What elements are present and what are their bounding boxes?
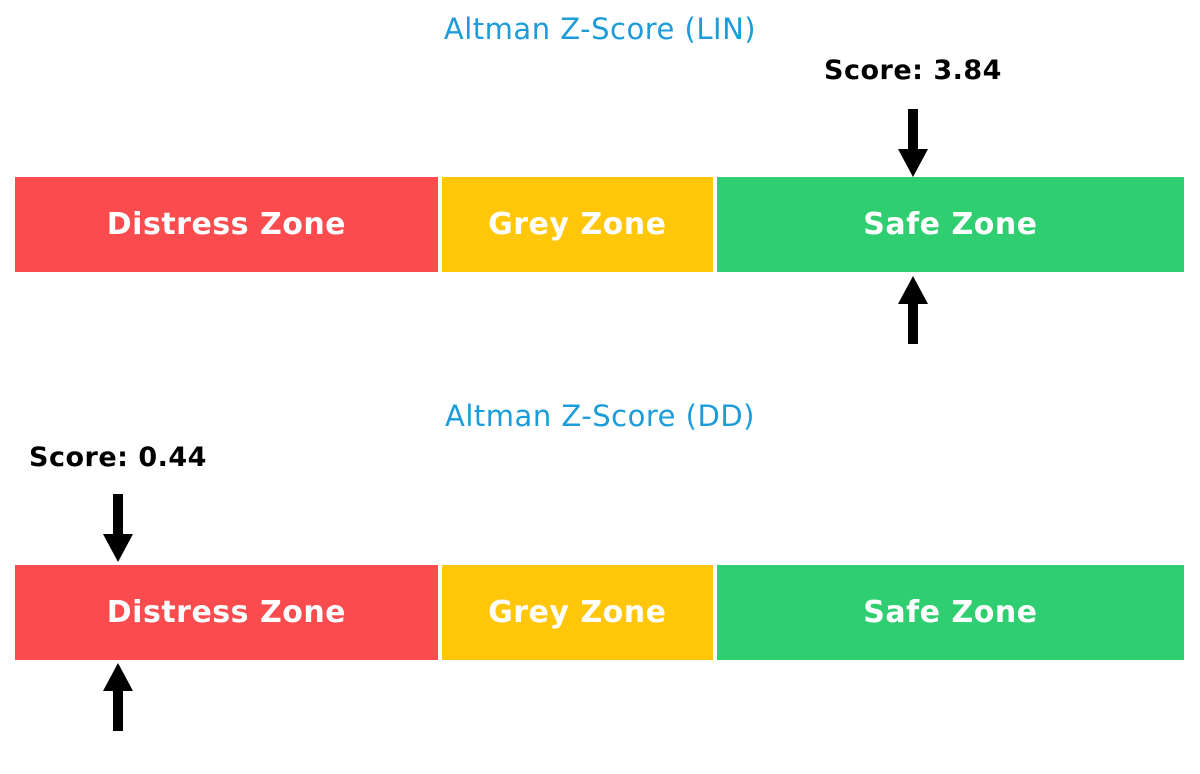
safe-zone-label: Safe Zone: [863, 207, 1038, 242]
arrow-head-up: [103, 663, 133, 691]
safe-zone-label: Safe Zone: [863, 595, 1038, 630]
arrow-head-down: [898, 149, 928, 177]
chart-dd-title: Altman Z-Score (DD): [445, 399, 755, 433]
chart-dd-grey-zone-segment: Grey Zone: [441, 565, 713, 660]
distress-zone-label: Distress Zone: [106, 207, 347, 242]
grey-zone-label: Grey Zone: [488, 595, 667, 630]
chart-lin-zone-bar: Distress Zone Grey Zone Safe Zone: [15, 177, 1184, 272]
chart-dd-score-down-arrow-icon: [103, 494, 133, 562]
arrow-stem: [113, 691, 123, 731]
chart-dd-zone-bar: Distress Zone Grey Zone Safe Zone: [15, 565, 1184, 660]
chart-lin-title: Altman Z-Score (LIN): [443, 12, 757, 46]
chart-lin-grey-zone-segment: Grey Zone: [441, 177, 713, 272]
arrow-stem: [908, 304, 918, 344]
chart-lin-safe-zone-segment: Safe Zone: [716, 177, 1184, 272]
chart-dd-safe-zone-segment: Safe Zone: [716, 565, 1184, 660]
arrow-head-up: [898, 276, 928, 304]
chart-dd-distress-zone-segment: Distress Zone: [15, 565, 438, 660]
grey-zone-label: Grey Zone: [488, 207, 667, 242]
arrow-stem: [113, 494, 123, 534]
arrow-head-down: [103, 534, 133, 562]
chart-lin-distress-zone-segment: Distress Zone: [15, 177, 438, 272]
chart-dd-score-up-arrow-icon: [103, 663, 133, 731]
chart-lin-score-up-arrow-icon: [898, 276, 928, 344]
chart-lin-score-down-arrow-icon: [898, 109, 928, 177]
distress-zone-label: Distress Zone: [106, 595, 347, 630]
chart-dd-score-label: Score: 0.44: [29, 442, 207, 473]
chart-lin-score-label: Score: 3.84: [824, 55, 1002, 86]
arrow-stem: [908, 109, 918, 149]
